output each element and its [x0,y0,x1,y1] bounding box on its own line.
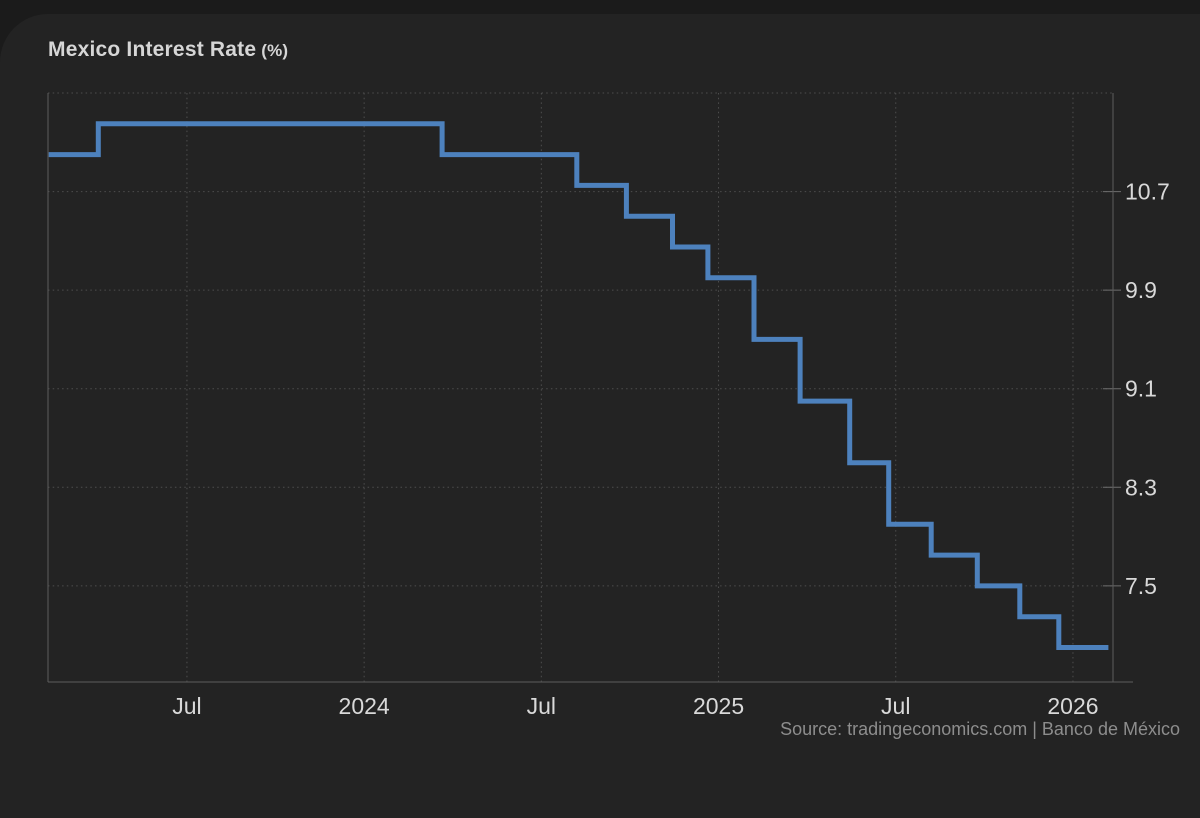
y-axis-label: 9.1 [1125,376,1157,402]
chart-title-text: Mexico Interest Rate [48,38,257,61]
x-axis-label: 2026 [1047,693,1098,719]
y-axis-label: 10.7 [1125,179,1170,205]
x-axis-label: 2024 [339,693,390,719]
x-axis-label: 2025 [693,693,744,719]
chart-title-unit: (%) [261,41,289,60]
x-axis-label: Jul [881,693,910,719]
chart-card: Mexico Interest Rate (%) 10.7 9.9 9.1 8.3 7.5… [0,14,1200,818]
x-axis-label: Jul [172,693,201,719]
interest-rate-series-line[interactable] [48,121,1109,650]
y-axis-label: 8.3 [1125,474,1157,500]
y-axis-label: 7.5 [1125,573,1157,599]
chart-title: Mexico Interest Rate (%) [48,38,288,62]
interest-rate-step-chart[interactable]: 10.7 9.9 9.1 8.3 7.5 Jul 2024 Jul 2025 Jul 2026 [0,14,1200,774]
source-attribution: Source: tradingeconomics.com | Banco de … [780,719,1180,739]
x-axis-label: Jul [527,693,556,719]
y-axis-label: 9.9 [1125,277,1157,303]
